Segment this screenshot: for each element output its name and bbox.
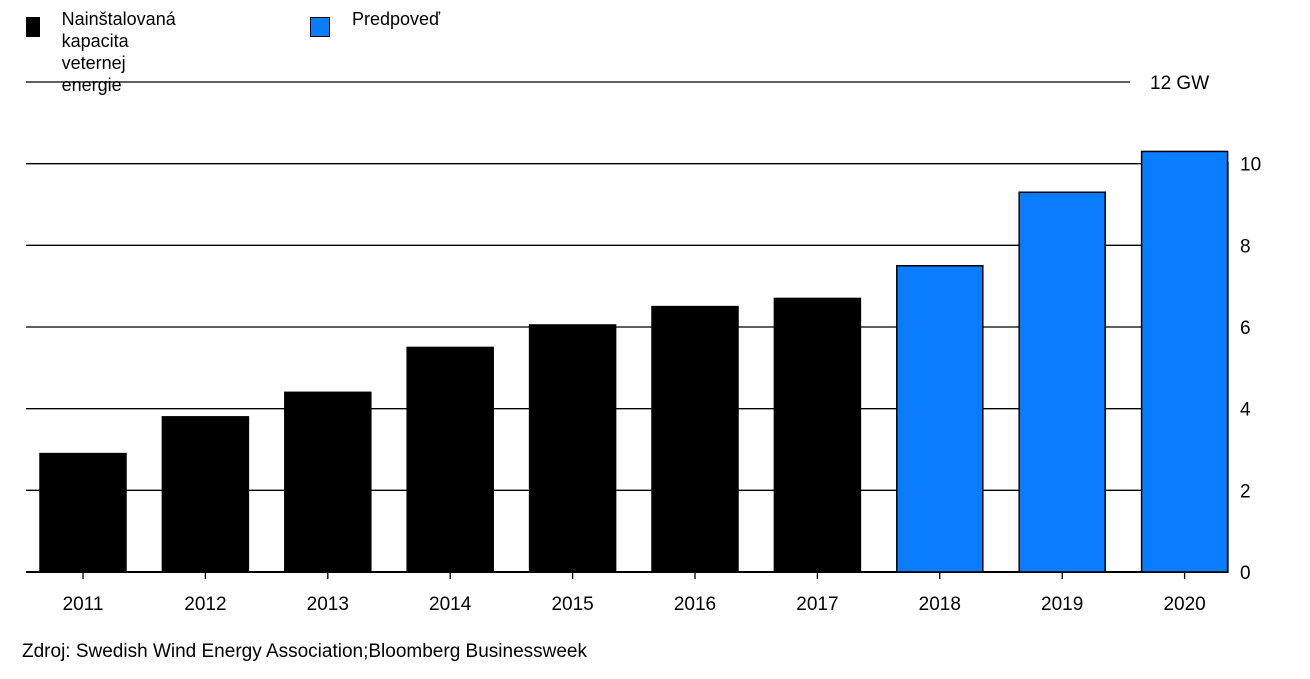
legend-label-installed: Nainštalovaná kapacita veternej energie (61, 9, 176, 95)
bar-2012 (161, 416, 250, 573)
x-tick-label: 2014 (429, 594, 472, 615)
bars (39, 150, 1229, 573)
x-tick-label: 2019 (1041, 594, 1083, 615)
y-tick-label: 0 (1240, 563, 1251, 584)
bar-2018 (896, 265, 984, 573)
x-tick-label: 2020 (1163, 594, 1205, 615)
y-tick-label: 8 (1240, 236, 1251, 257)
y-tick-label: 4 (1240, 400, 1251, 421)
x-tick-label: 2011 (63, 594, 104, 615)
bar-2019 (1018, 191, 1106, 573)
bar-2013 (284, 391, 372, 573)
bar-2014 (406, 346, 494, 573)
bar-2017 (773, 297, 862, 573)
x-tick-label: 2018 (919, 594, 961, 615)
y-tick-label: 12 GW (1150, 73, 1209, 94)
legend-label-forecast: Predpoveď (352, 9, 441, 29)
legend-swatch-forecast (310, 17, 330, 37)
x-tick-label: 2016 (674, 594, 716, 615)
bar-2016 (651, 305, 739, 573)
y-tick-labels: 0 2 4 6 8 10 12 GW (1150, 73, 1261, 584)
bar-2020 (1140, 150, 1229, 573)
x-tick-label: 2013 (307, 594, 349, 615)
x-tick-label: 2017 (796, 594, 838, 615)
x-axis: 2011 2012 2013 2014 2015 2016 2017 2018 2019 2020 (63, 572, 1206, 615)
y-tick-label: 6 (1240, 318, 1251, 339)
y-tick-label: 10 (1240, 155, 1261, 176)
bar-2011 (39, 452, 127, 573)
x-tick-label: 2015 (551, 594, 593, 615)
legend-swatch-installed (26, 17, 40, 37)
x-tick-label: 2012 (184, 594, 226, 615)
y-tick-label: 2 (1240, 481, 1251, 502)
source-note: Zdroj: Swedish Wind Energy Association;B… (22, 641, 587, 662)
legend-item-installed: Nainštalovaná kapacita veternej energie (26, 8, 182, 96)
bar-2015 (528, 324, 617, 573)
legend-item-forecast: Predpoveď (310, 8, 440, 37)
